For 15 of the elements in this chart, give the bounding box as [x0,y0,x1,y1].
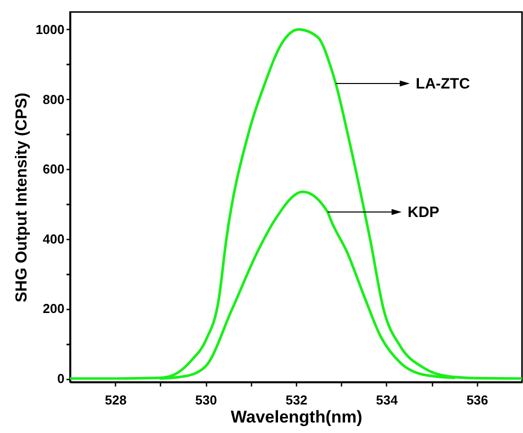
y-tick-label: 800 [42,92,64,107]
annotation: KDP [408,204,440,222]
y-tick-label: 1000 [36,22,64,37]
x-tick-label: 532 [286,392,308,408]
x-tick-label: 530 [195,392,217,408]
y-axis-title: SHG Output Intensity (CPS) [14,92,31,302]
x-axis-title: Wavelength(nm) [230,408,362,426]
y-tick-label: 400 [42,231,64,246]
y-tick-label: 200 [42,301,64,316]
x-tick-label: 536 [466,392,488,408]
x-tick-label: 528 [104,392,127,408]
annotation: LA-ZTC [416,76,470,93]
y-tick-label: 0 [57,371,64,386]
y-tick-label: 600 [42,162,64,177]
x-tick-label: 534 [376,392,399,408]
